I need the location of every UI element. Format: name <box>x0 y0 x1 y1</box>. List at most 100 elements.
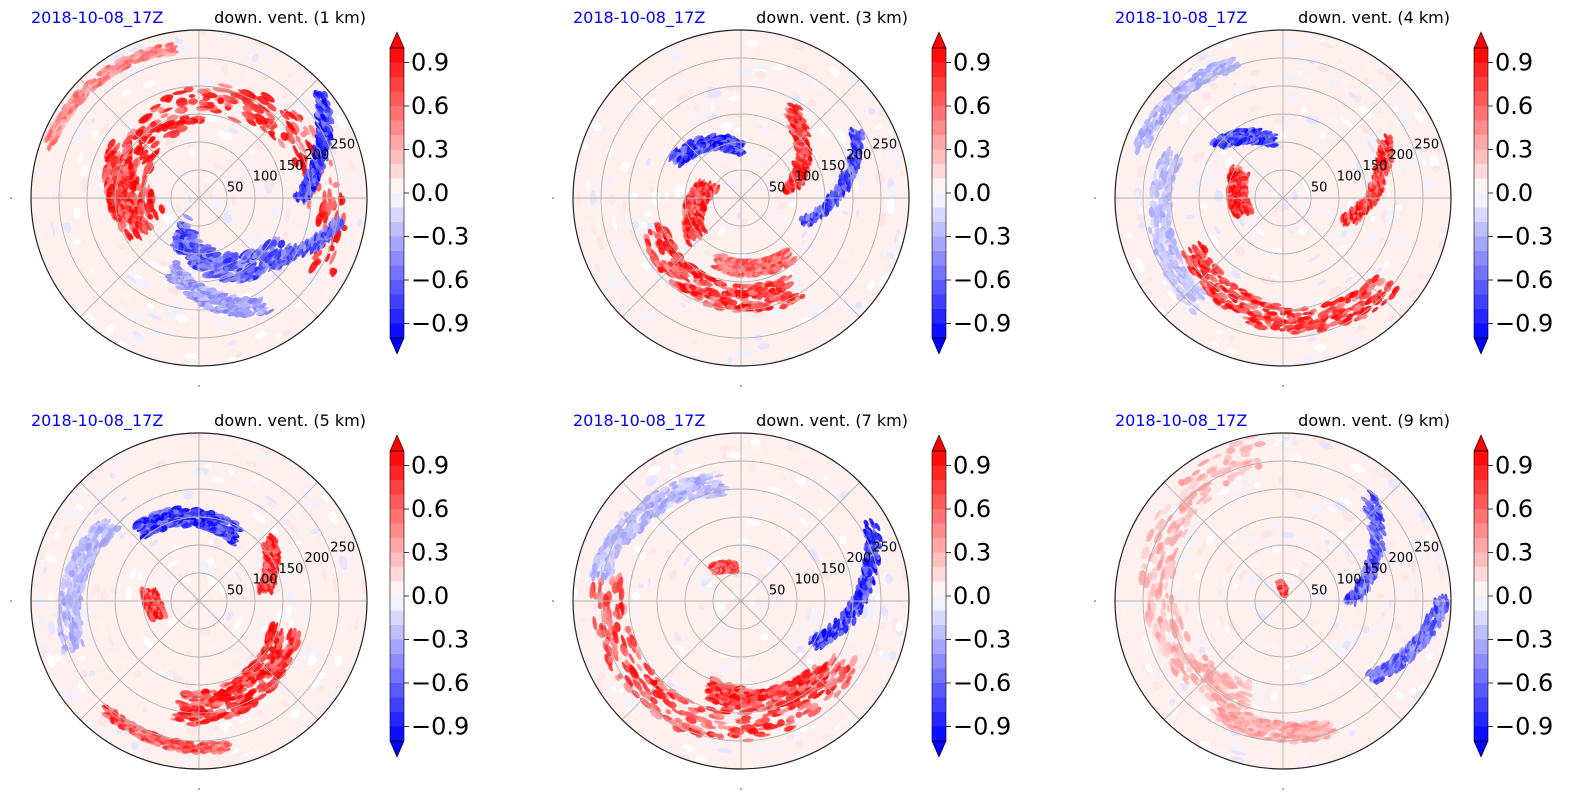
field-speckle <box>42 191 46 199</box>
field-speckle <box>297 228 304 241</box>
polar-plot: 2018-10-08_17Z down. vent. (1 km)50100150… <box>10 8 469 387</box>
field-speckle <box>56 134 63 146</box>
colorbar-tick-label: 0.3 <box>411 136 449 164</box>
field-speckle <box>159 259 168 267</box>
colorbar-tick-label: 0.6 <box>411 92 449 120</box>
colorbar: 0.90.60.30.0−0.3−0.6−0.9 <box>389 31 469 355</box>
field-speckle <box>223 210 229 217</box>
colorbar-segment <box>932 251 946 266</box>
colorbar-segment <box>932 120 946 136</box>
field-speckle <box>271 268 282 280</box>
field-speckle <box>51 182 56 193</box>
colorbar-segment <box>932 294 946 310</box>
field-speckle <box>293 97 306 111</box>
colorbar-segment <box>932 149 946 165</box>
positive-band-blob <box>291 157 299 168</box>
negative-band-blob <box>211 251 222 258</box>
field-speckle <box>251 54 259 63</box>
field-speckle <box>237 221 244 227</box>
colorbar-segment <box>390 77 404 92</box>
positive-band-blob <box>290 121 300 133</box>
colorbar: 0.90.60.30.0−0.3−0.6−0.9 <box>931 31 1011 355</box>
positive-band-blob <box>292 145 300 159</box>
field-speckle <box>295 300 304 309</box>
colorbar-segment <box>390 207 404 223</box>
colorbar-segment <box>390 251 404 266</box>
negative-band-blob <box>236 267 243 273</box>
radial-tick-label: 50 <box>227 180 244 195</box>
colorbar-tick-label: 0.3 <box>953 136 991 164</box>
colorbar-segment <box>932 193 946 208</box>
positive-band-blob <box>120 220 126 229</box>
radial-tick-label: 200 <box>305 148 330 163</box>
colorbar-tick-label: 0.9 <box>953 49 991 77</box>
positive-band-blob <box>199 99 207 107</box>
positive-band-blob <box>102 171 107 183</box>
field-speckle <box>327 99 337 110</box>
polar-plot: 2018-10-08_17Z down. vent. (3 km)50100150… <box>552 8 1011 387</box>
positive-band-blob <box>144 220 152 231</box>
field-speckle <box>129 45 143 53</box>
field-speckle <box>73 238 82 245</box>
field-speckle <box>271 205 279 217</box>
field-speckle <box>93 287 104 298</box>
axis-tick-dot <box>10 197 12 199</box>
field-speckle <box>281 91 288 99</box>
field-speckle <box>229 127 238 134</box>
field-speckle <box>249 125 257 132</box>
positive-band-blob <box>285 132 296 144</box>
colorbar-segment <box>932 106 946 121</box>
colorbar-segment <box>390 280 404 295</box>
field-speckle <box>263 67 270 75</box>
field-speckle <box>235 185 242 192</box>
colorbar-segment <box>390 106 404 121</box>
colorbar-segment <box>932 309 946 324</box>
field-speckle <box>112 52 126 62</box>
field-speckle <box>47 147 53 160</box>
negative-band-blob <box>190 233 198 240</box>
field-speckle <box>266 60 274 67</box>
colorbar-extend-max <box>931 31 947 49</box>
positive-band-blob <box>172 90 188 95</box>
colorbar-extend-min <box>389 337 405 355</box>
colorbar-tick-label: 0.0 <box>953 179 991 207</box>
field-speckle <box>242 42 250 52</box>
field-speckle <box>48 191 53 203</box>
positive-band-blob <box>280 132 289 141</box>
colorbar-tick-label: −0.9 <box>953 310 1011 338</box>
positive-band-blob <box>157 106 165 114</box>
field-speckle <box>311 77 321 87</box>
colorbar-extend-min <box>931 337 947 355</box>
field-speckle <box>188 195 192 204</box>
radial-tick-label: 100 <box>253 170 278 185</box>
polar-plot: 2018-10-08_17Z down. vent. (4 km)50100150… <box>1094 8 1553 387</box>
field-speckle <box>220 313 227 318</box>
colorbar-tick-label: −0.9 <box>411 310 469 338</box>
positive-band-blob <box>148 222 155 230</box>
field-speckle <box>171 302 185 312</box>
positive-band-blob <box>217 83 233 89</box>
field-speckle <box>240 161 250 174</box>
field-speckle <box>245 74 256 82</box>
axis-tick-dot <box>198 385 200 387</box>
field-speckle <box>125 273 137 284</box>
radial-tick-label: 250 <box>330 137 355 152</box>
field-speckle <box>146 342 157 348</box>
positive-band-blob <box>147 213 154 220</box>
field-speckle <box>281 231 289 242</box>
positive-band-blob <box>135 146 145 156</box>
field-speckle <box>235 353 244 358</box>
field-speckle <box>254 331 267 339</box>
colorbar-segment <box>390 135 404 150</box>
field-speckle <box>63 222 72 234</box>
colorbar-tick-label: 0.6 <box>953 92 991 120</box>
colorbar-segment <box>932 62 946 78</box>
positive-band-blob <box>146 152 157 164</box>
positive-band-blob <box>150 107 159 113</box>
positive-band-blob <box>176 101 189 107</box>
positive-band-blob <box>106 191 111 204</box>
positive-band-blob <box>312 254 319 261</box>
positive-band-blob <box>242 104 253 113</box>
field-speckle <box>120 291 131 300</box>
radial-tick-label: 150 <box>821 159 846 174</box>
